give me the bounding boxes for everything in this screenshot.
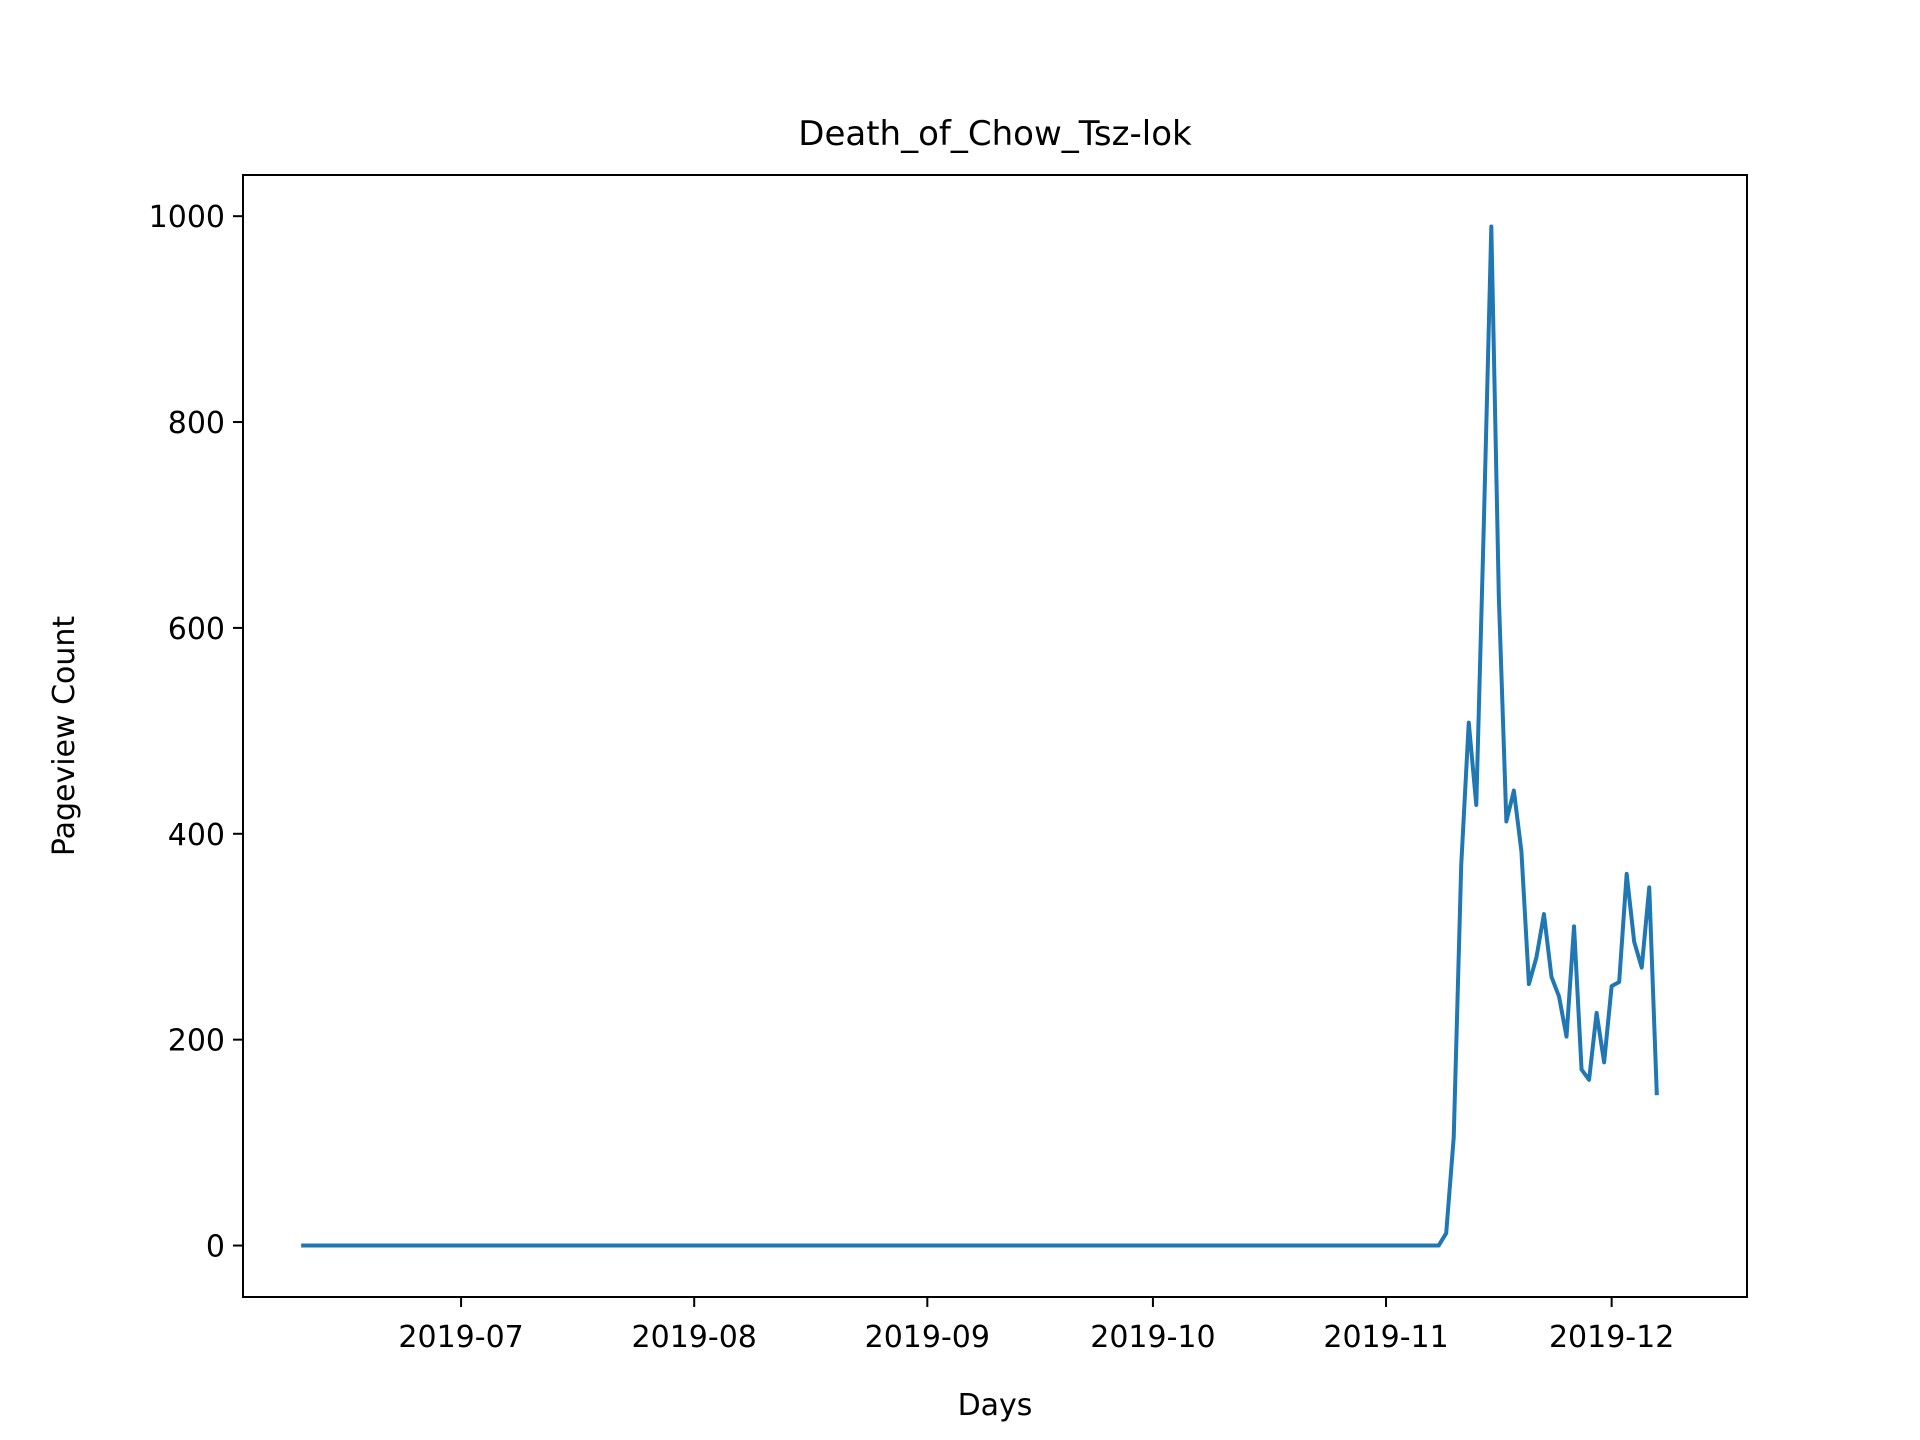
x-tick-label: 2019-08 xyxy=(632,1320,757,1355)
y-tick-label: 400 xyxy=(168,818,225,853)
series-line-0 xyxy=(301,224,1659,1248)
x-tick-label: 2019-12 xyxy=(1549,1320,1674,1355)
chart-title: Death_of_Chow_Tsz-lok xyxy=(798,114,1192,154)
y-tick-label: 600 xyxy=(168,612,225,647)
y-axis-label: Pageview Count xyxy=(47,616,82,857)
y-tick-label: 0 xyxy=(206,1230,225,1265)
y-tick-label: 1000 xyxy=(149,200,225,235)
x-tick-label: 2019-09 xyxy=(865,1320,990,1355)
y-axis: 0 200 400 600 800 1000 xyxy=(149,200,243,1265)
y-tick-label: 800 xyxy=(168,406,225,441)
plot-area xyxy=(301,224,1659,1248)
y-tick-label: 200 xyxy=(168,1024,225,1059)
x-tick-label: 2019-10 xyxy=(1090,1320,1215,1355)
x-axis: 2019-07 2019-08 2019-09 2019-10 2019-11 2019-… xyxy=(398,1297,1674,1355)
x-axis-label: Days xyxy=(958,1388,1033,1423)
x-tick-label: 2019-07 xyxy=(398,1320,523,1355)
x-tick-label: 2019-11 xyxy=(1323,1320,1448,1355)
plot-frame xyxy=(242,174,1748,1298)
